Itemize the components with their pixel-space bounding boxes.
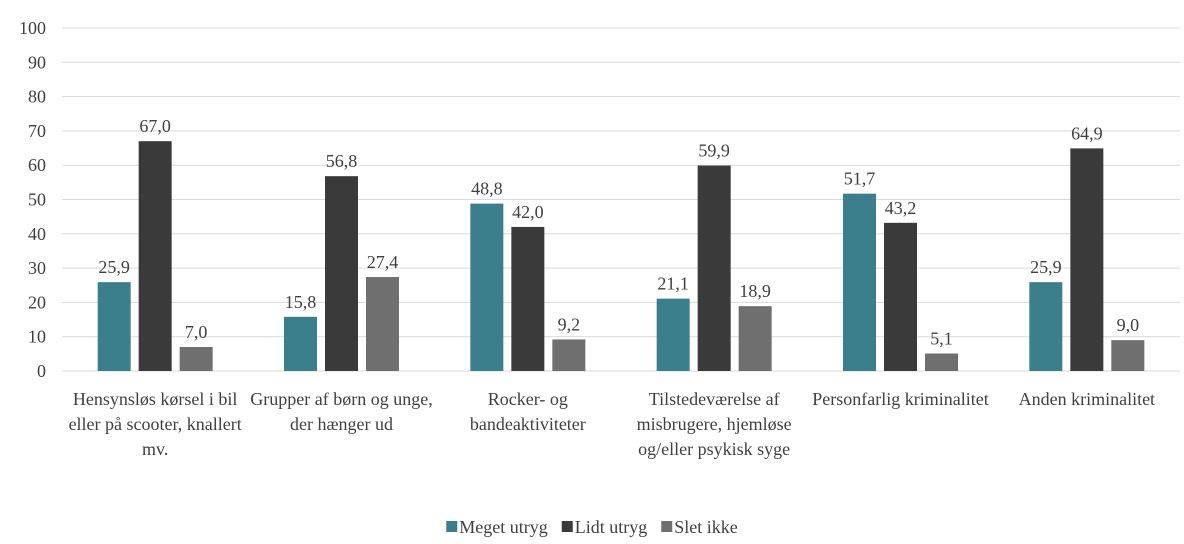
y-tick-label: 40 — [28, 224, 46, 244]
x-tick-label-line: der hænger ud — [290, 414, 393, 434]
legend-swatch — [661, 521, 673, 532]
x-tick-label: Personfarlig kriminalitet — [812, 389, 988, 409]
data-label: 59,9 — [698, 141, 730, 161]
x-tick-label: Hensynsløs kørsel i bil eller på scooter,… — [69, 389, 242, 459]
y-tick-label: 20 — [28, 292, 46, 312]
x-tick-label-line: misbrugere, hjemløse — [637, 414, 792, 434]
legend-label: Slet ikke — [674, 517, 738, 537]
x-tick-label-line: bandeaktiviteter — [470, 414, 586, 434]
data-label: 18,9 — [739, 281, 771, 301]
data-label: 42,0 — [512, 202, 544, 222]
data-label: 15,8 — [285, 292, 317, 312]
x-tick-label: Grupper af børn og unge, der hænger ud — [250, 389, 432, 434]
bar — [366, 277, 399, 371]
x-tick-label: Tilstedeværelse af misbrugere, hjemløse og… — [637, 389, 792, 459]
bar — [738, 306, 772, 371]
data-label: 25,9 — [1030, 257, 1062, 277]
data-label: 43,2 — [885, 198, 917, 218]
y-tick-label: 30 — [28, 258, 46, 278]
bar — [325, 176, 358, 371]
x-tick-label-line: og/eller psykisk syge — [638, 439, 790, 459]
bar — [97, 282, 131, 371]
x-tick-label-line: mv. — [142, 439, 168, 459]
bar — [697, 165, 731, 371]
y-tick-label: 0 — [37, 361, 46, 381]
legend-label: Lidt utryg — [575, 517, 648, 537]
x-tick-label-line: Tilstedeværelse af — [649, 389, 780, 409]
x-tick-label-line: Hensynsløs kørsel i bil — [73, 389, 238, 409]
bar — [1070, 148, 1104, 371]
y-tick-label: 80 — [28, 87, 46, 107]
data-label: 64,9 — [1071, 123, 1103, 143]
data-label: 9,0 — [1117, 315, 1140, 335]
y-tick-label: 100 — [19, 18, 46, 38]
legend-swatch — [446, 521, 458, 532]
legend-label: Meget utryg — [459, 517, 547, 537]
data-label: 56,8 — [326, 151, 358, 171]
y-tick-label: 90 — [28, 52, 46, 72]
bar — [1111, 340, 1145, 371]
bar — [552, 339, 586, 371]
data-label: 5,1 — [930, 329, 953, 349]
bar — [925, 353, 958, 371]
bar — [511, 226, 545, 371]
data-label: 48,8 — [471, 179, 503, 199]
x-tick-label-line: Personfarlig kriminalitet — [812, 389, 988, 409]
x-tick-label-line: Anden kriminalitet — [1019, 389, 1155, 409]
y-tick-label: 70 — [28, 121, 46, 141]
bar — [284, 316, 317, 371]
x-tick-label-line: eller på scooter, knallert — [69, 414, 242, 434]
data-label: 9,2 — [558, 314, 581, 334]
bar — [138, 141, 172, 371]
y-tick-label: 50 — [28, 190, 46, 210]
data-label: 67,0 — [139, 116, 171, 136]
bar — [884, 222, 917, 371]
bar — [1029, 282, 1063, 371]
data-label: 51,7 — [844, 169, 876, 189]
bar — [843, 193, 876, 371]
data-label: 27,4 — [367, 252, 399, 272]
bar — [179, 346, 213, 371]
bar — [656, 298, 690, 371]
legend: Meget utryg Lidt utryg Slet ikke — [446, 517, 738, 537]
x-tick-label: Anden kriminalitet — [1019, 389, 1155, 409]
bar — [470, 203, 504, 371]
x-tick-label-line: Grupper af børn og unge, — [250, 389, 432, 409]
data-label: 7,0 — [185, 322, 208, 342]
x-tick-label: Rocker- og bandeaktiviteter — [470, 389, 586, 434]
y-tick-label: 60 — [28, 155, 46, 175]
y-tick-label: 10 — [28, 327, 46, 347]
x-tick-label-line: Rocker- og — [488, 389, 568, 409]
data-label: 25,9 — [98, 257, 130, 277]
data-label: 21,1 — [657, 274, 689, 294]
legend-swatch — [561, 521, 573, 532]
